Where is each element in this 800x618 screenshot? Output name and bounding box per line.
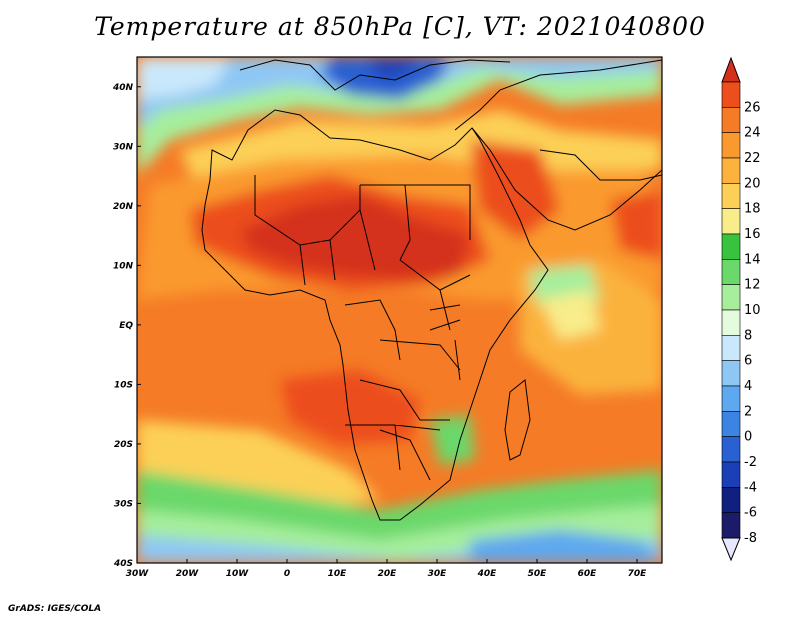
colorbar-swatch (721, 183, 741, 209)
colorbar-swatch (721, 487, 741, 513)
x-tick-label: 30E (428, 569, 448, 579)
colorbar-label: -6 (744, 506, 757, 521)
y-tick-label: EQ (119, 321, 133, 331)
coastlines (201, 59, 662, 521)
colorbar-swatch (721, 461, 741, 488)
y-tick-label: 20S (114, 440, 133, 450)
x-tick-label: 50E (528, 569, 548, 579)
colorbar-swatch (721, 436, 741, 463)
colorbar-bottom-arrow (721, 537, 741, 562)
colorbar-label: -8 (744, 531, 757, 546)
colorbar-label: 24 (744, 126, 761, 141)
colorbar-label: -4 (744, 480, 757, 495)
colorbar-swatch (721, 107, 741, 133)
y-axis: 40N 30N 20N 10N EQ 10S 20S 30S 40S (112, 83, 141, 569)
colorbar-swatch (721, 157, 741, 184)
colorbar-label: -2 (744, 455, 757, 470)
colorbar-swatch (721, 309, 741, 336)
colorbar-swatch (721, 208, 741, 235)
colorbar-label: 12 (744, 278, 761, 293)
colorbar-label: 6 (744, 354, 752, 369)
colorbar-label: 8 (744, 328, 752, 343)
y-tick-label: 30N (113, 142, 134, 152)
colorbar-swatch (721, 81, 741, 108)
y-tick-label: 40S (113, 559, 133, 569)
x-tick-label: 70E (628, 569, 648, 579)
colorbar-label: 2 (744, 404, 752, 419)
colorbar-label: 4 (744, 379, 752, 394)
credit-text: GrADS: IGES/COLA (8, 604, 102, 614)
colorbar-label: 0 (744, 430, 752, 445)
colorbar-label: 10 (744, 303, 761, 318)
colorbar-swatch (721, 360, 741, 387)
x-tick-label: 60E (578, 569, 598, 579)
temperature-field (137, 57, 662, 563)
x-tick-label: 20E (378, 569, 398, 579)
x-tick-label: 40E (477, 569, 498, 579)
chart-title: Temperature at 850hPa [C], VT: 202104080… (94, 12, 706, 41)
y-tick-label: 10N (113, 261, 134, 271)
colorbar-swatch (721, 385, 741, 412)
plot-frame (136, 56, 663, 564)
x-tick-label: 10W (226, 569, 250, 579)
colorbar-swatch (721, 259, 741, 285)
colorbar-swatch (721, 132, 741, 159)
x-tick-label: 10E (328, 569, 348, 579)
colorbar-swatch (721, 284, 741, 311)
colorbar-label: 20 (744, 176, 761, 191)
colorbar-swatch (721, 411, 741, 437)
x-axis: 30W 20W 10W 0 10E 20E 30E 40E 50E 60E 70E (126, 559, 647, 579)
colorbar-label: 26 (744, 100, 761, 115)
x-tick-label: 20W (176, 569, 200, 579)
colorbar-label: 14 (744, 252, 761, 267)
colorbar-swatch (721, 512, 741, 539)
colorbar-label: 16 (744, 227, 761, 242)
colorbar-top-arrow (721, 56, 741, 83)
y-tick-label: 10S (114, 380, 133, 390)
colorbar-swatch (721, 335, 741, 361)
colorbar-swatch (721, 233, 741, 260)
y-tick-label: 20N (113, 202, 134, 212)
colorbar-label: 22 (744, 151, 761, 166)
x-tick-label: 0 (284, 569, 290, 579)
x-tick-label: 30W (126, 569, 150, 579)
y-tick-label: 30S (114, 499, 133, 509)
colorbar-label: 18 (744, 202, 761, 217)
y-tick-label: 40N (112, 83, 134, 93)
